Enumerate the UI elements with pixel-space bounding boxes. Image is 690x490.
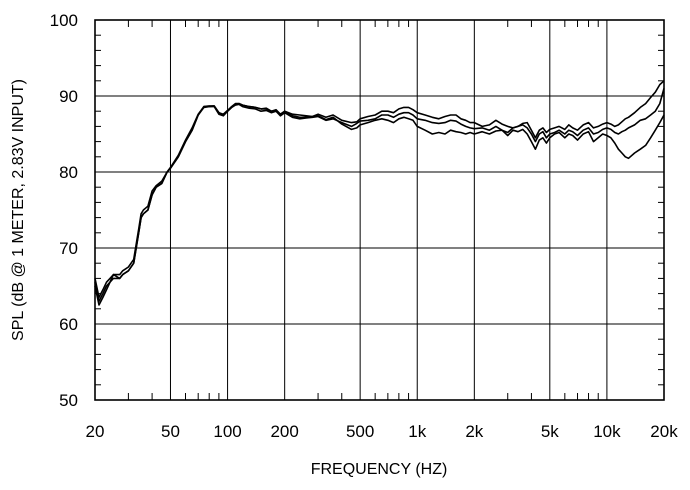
x-tick-label: 20	[86, 422, 105, 441]
x-tick-labels: 20 50 100 200 500 1k 2k 5k 10k 20k	[86, 422, 679, 441]
series-line-2	[94, 88, 665, 306]
x-tick-label: 20k	[650, 422, 678, 441]
x-tick-label: 10k	[593, 422, 621, 441]
x-tick-label: 200	[270, 422, 298, 441]
y-tick-label: 50	[59, 391, 78, 410]
y-tick-label: 70	[59, 239, 78, 258]
plot-frame	[94, 19, 665, 401]
x-tick-label: 2k	[465, 422, 483, 441]
y-tick-label: 90	[59, 87, 78, 106]
series-line-3	[94, 102, 665, 299]
x-tick-label: 1k	[408, 422, 426, 441]
series-line-1	[94, 80, 665, 303]
x-tick-label: 5k	[541, 422, 559, 441]
y-axis-label: SPL (dB @ 1 METER, 2.83V INPUT)	[10, 79, 27, 341]
y-tick-labels: 50 60 70 80 90 100	[50, 11, 78, 410]
x-axis-label: FREQUENCY (HZ)	[311, 461, 448, 478]
x-tick-label: 100	[213, 422, 241, 441]
y-tick-label: 60	[59, 315, 78, 334]
x-tick-label: 500	[346, 422, 374, 441]
y-tick-label: 100	[50, 11, 78, 30]
series-group	[94, 80, 665, 306]
x-tick-label: 50	[161, 422, 180, 441]
y-tick-label: 80	[59, 163, 78, 182]
grid	[94, 19, 665, 401]
